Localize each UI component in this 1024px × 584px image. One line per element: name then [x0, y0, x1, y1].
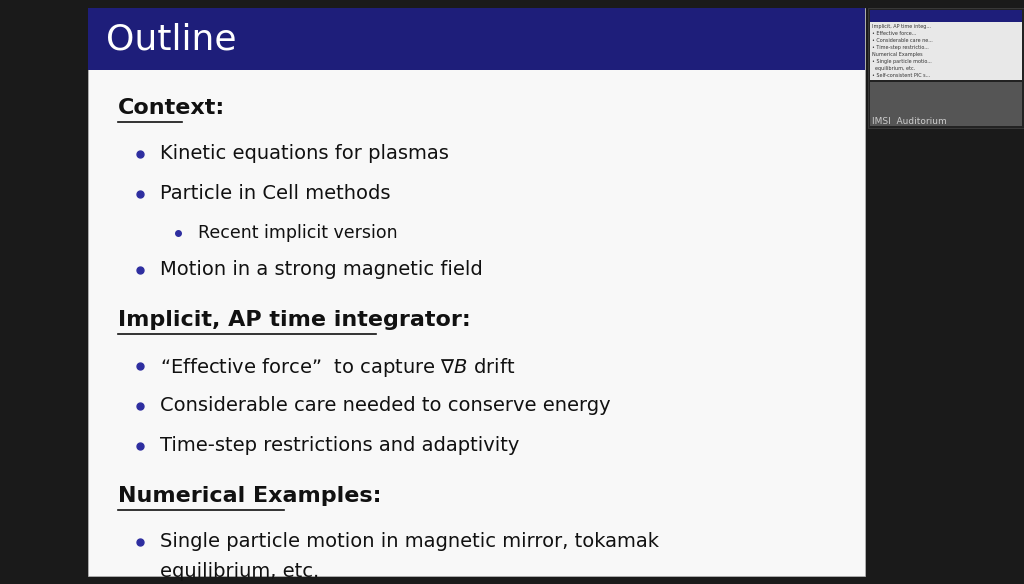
FancyBboxPatch shape: [870, 82, 1022, 126]
FancyBboxPatch shape: [870, 10, 1022, 22]
Text: Kinetic equations for plasmas: Kinetic equations for plasmas: [160, 144, 449, 163]
Text: Time-step restrictions and adaptivity: Time-step restrictions and adaptivity: [160, 436, 519, 455]
Text: • Considerable care ne...: • Considerable care ne...: [872, 38, 933, 43]
Text: Numerical Examples: Numerical Examples: [872, 52, 923, 57]
Text: equilibrium, etc.: equilibrium, etc.: [872, 66, 915, 71]
FancyBboxPatch shape: [88, 8, 865, 70]
Text: Implicit, AP time integrator:: Implicit, AP time integrator:: [118, 310, 471, 330]
FancyBboxPatch shape: [868, 8, 1024, 128]
FancyBboxPatch shape: [88, 8, 865, 576]
Text: Context:: Context:: [118, 98, 225, 118]
Text: Particle in Cell methods: Particle in Cell methods: [160, 184, 390, 203]
Text: Outline: Outline: [106, 22, 237, 56]
Text: Recent implicit version: Recent implicit version: [198, 224, 397, 242]
Text: Implicit, AP time integ...: Implicit, AP time integ...: [872, 24, 931, 29]
Text: Considerable care needed to conserve energy: Considerable care needed to conserve ene…: [160, 396, 610, 415]
FancyBboxPatch shape: [870, 10, 1022, 80]
Text: • Effective force...: • Effective force...: [872, 31, 916, 36]
Text: “Effective force”  to capture $\nabla B$ drift: “Effective force” to capture $\nabla B$ …: [160, 356, 515, 379]
Text: • Self-consistent PIC s...: • Self-consistent PIC s...: [872, 73, 930, 78]
Text: equilibrium, etc.: equilibrium, etc.: [160, 562, 319, 581]
Text: Single particle motion in magnetic mirror, tokamak: Single particle motion in magnetic mirro…: [160, 532, 659, 551]
Text: IMSI  Auditorium: IMSI Auditorium: [872, 117, 947, 126]
Text: • Time-step restrictio...: • Time-step restrictio...: [872, 45, 929, 50]
Text: Motion in a strong magnetic field: Motion in a strong magnetic field: [160, 260, 482, 279]
Text: • Single particle motio...: • Single particle motio...: [872, 59, 932, 64]
Text: Numerical Examples:: Numerical Examples:: [118, 486, 382, 506]
